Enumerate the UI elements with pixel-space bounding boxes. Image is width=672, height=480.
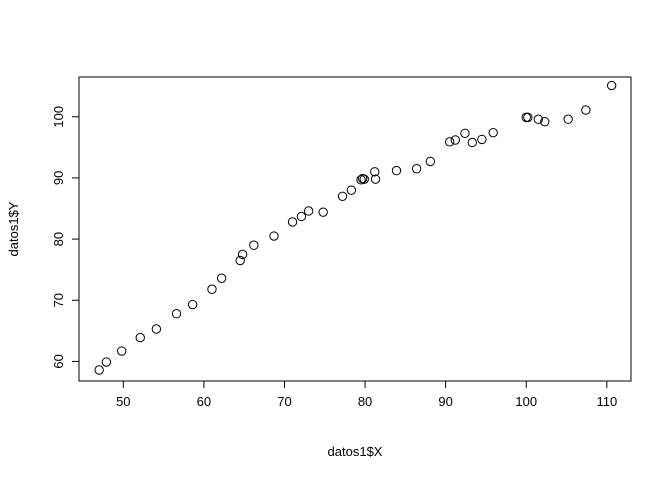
data-point	[101, 357, 112, 367]
data-point	[477, 134, 487, 145]
y-tick-label: 80	[51, 232, 66, 246]
data-point	[207, 284, 217, 294]
x-tick-label: 50	[116, 394, 130, 409]
data-point	[303, 206, 314, 216]
data-point	[370, 174, 381, 184]
x-axis: 50 60 70 80 90 100 110	[116, 381, 617, 409]
data-point	[391, 165, 402, 176]
data-point	[337, 191, 348, 201]
y-axis-label: datos1$Y	[6, 201, 21, 256]
x-tick-label: 70	[277, 394, 291, 409]
data-point	[563, 114, 573, 124]
x-tick-label: 60	[197, 394, 211, 409]
data-point	[460, 128, 470, 138]
data-point	[450, 135, 461, 145]
data-point	[411, 164, 422, 174]
data-point	[235, 255, 245, 266]
y-tick-label: 70	[51, 293, 66, 307]
data-point	[467, 137, 477, 148]
data-points	[94, 80, 617, 375]
data-point	[216, 273, 227, 283]
data-point	[187, 299, 198, 310]
x-axis-label: datos1$X	[328, 444, 383, 459]
plot-frame	[78, 76, 632, 382]
y-tick-label: 100	[51, 106, 66, 128]
data-point	[444, 137, 455, 147]
data-point	[606, 80, 617, 91]
x-tick-label: 100	[515, 394, 537, 409]
data-point	[370, 167, 380, 177]
data-point	[237, 249, 248, 260]
data-point	[117, 346, 127, 356]
x-tick-label: 90	[438, 394, 452, 409]
data-point	[151, 324, 162, 334]
data-point	[94, 365, 104, 375]
data-point	[540, 116, 550, 127]
data-point	[171, 309, 182, 319]
data-point	[533, 114, 544, 124]
data-point	[581, 105, 591, 115]
y-tick-label: 90	[51, 171, 66, 185]
x-tick-label: 110	[596, 394, 617, 409]
data-point	[523, 112, 533, 123]
data-point	[269, 231, 279, 241]
data-point	[287, 217, 298, 227]
y-axis: 60 70 80 90 100	[51, 106, 79, 369]
data-point	[359, 174, 369, 184]
data-point	[318, 207, 328, 217]
data-point	[249, 240, 259, 250]
data-point	[425, 156, 436, 167]
data-point	[135, 332, 145, 343]
data-point	[488, 127, 498, 138]
data-point	[346, 185, 357, 195]
x-tick-label: 80	[358, 394, 372, 409]
data-point	[356, 175, 366, 185]
y-tick-label: 60	[51, 354, 66, 368]
data-point	[296, 211, 307, 222]
